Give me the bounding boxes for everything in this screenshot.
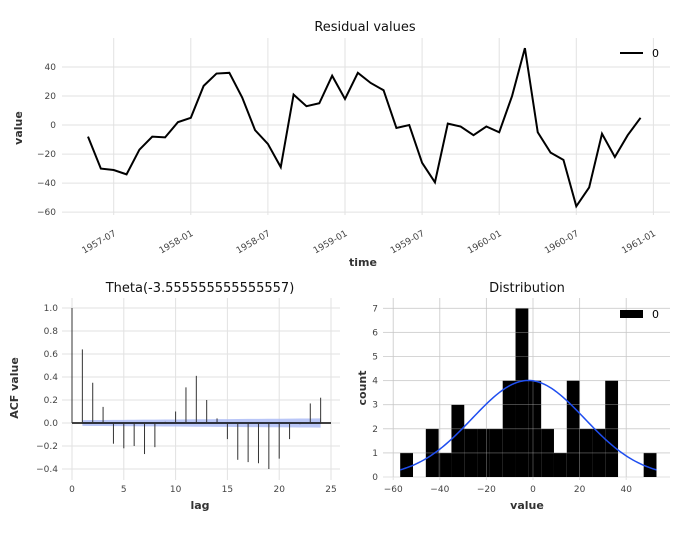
y-tick-label: 4 — [372, 377, 378, 387]
histogram-bar — [400, 452, 414, 477]
x-tick-label: 40 — [620, 485, 632, 495]
x-tick-label: 15 — [222, 485, 233, 495]
legend-label: 0 — [652, 47, 659, 60]
x-tick-label: −60 — [384, 485, 403, 495]
histogram-bar — [643, 452, 657, 477]
legend-bar-marker — [620, 310, 643, 318]
x-tick-label: 20 — [273, 485, 285, 495]
acf-ylabel: ACF value — [8, 357, 21, 419]
y-tick-label: −40 — [37, 179, 56, 189]
dist-ylabel: count — [356, 371, 369, 406]
x-tick-label: 5 — [121, 485, 127, 495]
y-tick-label: 0 — [50, 121, 56, 131]
histogram-bar — [553, 452, 567, 477]
x-tick-label: 1957-07 — [81, 229, 119, 256]
y-tick-label: 0.4 — [44, 373, 59, 383]
y-tick-label: −0.2 — [36, 442, 58, 452]
distribution-plot: 0 1 2 3 4 5 6 7 −60 −40 −20 0 20 40 — [372, 298, 670, 495]
x-tick-label: 1959-07 — [389, 229, 427, 256]
residual-plot: −60 −40 −20 0 20 40 1957-07 1958-01 1958-07 1959-… — [37, 38, 670, 256]
y-tick-label: 0.8 — [44, 327, 59, 337]
y-tick-label: 7 — [372, 304, 378, 314]
x-tick-label: −40 — [430, 485, 449, 495]
y-tick-label: 3 — [372, 401, 378, 411]
y-tick-label: 0.6 — [44, 350, 59, 360]
x-tick-label: 1961-01 — [620, 229, 658, 256]
y-tick-label: 1.0 — [44, 304, 59, 314]
y-tick-label: 2 — [372, 425, 378, 435]
x-tick-label: −20 — [477, 485, 496, 495]
y-tick-label: −0.4 — [36, 465, 58, 475]
residual-title: Residual values — [314, 20, 416, 35]
residual-series-line — [87, 47, 642, 209]
y-tick-label: 0.2 — [44, 396, 58, 406]
acf-xlabel: lag — [190, 499, 209, 512]
histogram-bar — [438, 452, 452, 477]
x-tick-label: 10 — [170, 485, 182, 495]
x-tick-label: 1960-07 — [543, 229, 581, 256]
residual-xlabel: time — [349, 256, 377, 269]
y-tick-label: 0.0 — [44, 419, 59, 429]
x-tick-label: 1958-01 — [158, 229, 196, 256]
x-tick-label: 1959-01 — [312, 229, 350, 256]
x-tick-label: 0 — [530, 485, 536, 495]
x-tick-label: 20 — [574, 485, 586, 495]
histogram-bar — [451, 404, 465, 477]
x-tick-label: 25 — [325, 485, 336, 495]
legend-label: 0 — [652, 308, 659, 321]
y-tick-label: 0 — [372, 473, 378, 483]
dist-title: Distribution — [489, 281, 565, 296]
x-tick-label: 0 — [69, 485, 75, 495]
dist-xlabel: value — [510, 499, 544, 512]
histogram-bar — [515, 308, 529, 477]
y-tick-label: 1 — [372, 449, 378, 459]
y-tick-label: 5 — [372, 353, 378, 363]
y-tick-label: −20 — [37, 150, 56, 160]
residual-ylabel: value — [12, 111, 25, 145]
x-tick-label: 1958-07 — [235, 229, 273, 256]
y-tick-label: 6 — [372, 328, 378, 338]
acf-plot: −0.4 −0.2 0.0 0.2 0.4 0.6 0.8 1.0 0 5 10 15 20 25 — [36, 298, 340, 495]
y-tick-label: 20 — [45, 92, 57, 102]
y-tick-label: −60 — [37, 208, 56, 218]
y-tick-label: 40 — [45, 63, 57, 73]
normal-fit-curve — [399, 379, 657, 471]
acf-title: Theta(-3.555555555555557) — [105, 281, 295, 296]
x-tick-label: 1960-01 — [466, 229, 504, 256]
